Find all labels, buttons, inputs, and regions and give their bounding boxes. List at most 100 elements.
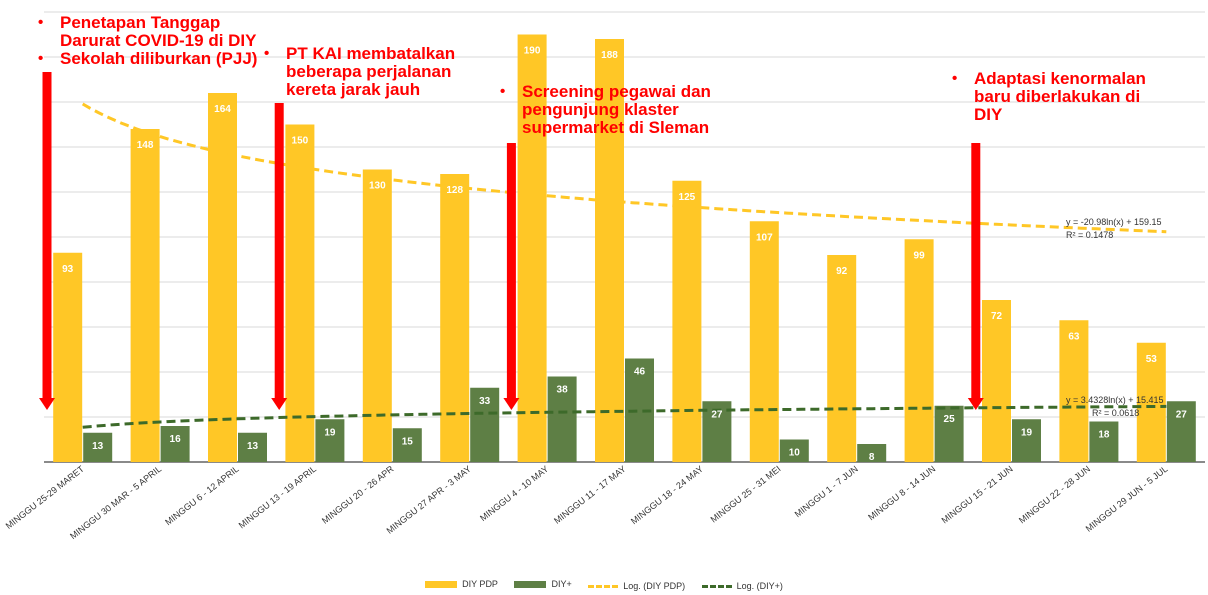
gridlines: [44, 11, 1205, 463]
legend-positive: DIY+: [514, 579, 572, 589]
trendline-pdp: [81, 102, 1167, 234]
x-tick-label: MINGGU 6 - 12 APRIL: [163, 464, 240, 528]
annotation-screening-line: Screening pegawai dan pengunjung klaster…: [500, 83, 720, 137]
event-arrow: [39, 72, 55, 410]
data-label-positive: 15: [402, 436, 414, 447]
data-label-positive: 13: [92, 441, 104, 452]
annotation-emergency: Penetapan Tanggap Darurat COVID-19 di DI…: [38, 14, 278, 69]
trend-pdp-r2: R² = 0.1478: [1066, 230, 1113, 240]
data-label-pdp: 148: [137, 140, 154, 151]
data-label-positive: 16: [170, 434, 182, 445]
data-label-positive: 25: [944, 414, 956, 425]
bar-positive: [857, 444, 887, 462]
data-label-positive: 27: [1176, 409, 1188, 420]
bar-pdp: [130, 129, 160, 462]
bar-pdp: [1136, 342, 1166, 462]
data-label-positive: 33: [479, 396, 491, 407]
data-label-pdp: 92: [836, 266, 848, 277]
bar-pdp: [440, 174, 470, 462]
data-label-positive: 8: [869, 452, 875, 463]
trendline-equations: y = -20.98ln(x) + 159.15 R² = 0.1478 y =…: [1066, 217, 1164, 418]
legend-pdp: DIY PDP: [425, 579, 498, 589]
bar-positive: [392, 428, 422, 462]
bar-pdp: [749, 221, 779, 462]
x-tick-label: MINGGU 13 - 19 APRIL: [237, 464, 318, 531]
legend-trend-pdp: Log. (DIY PDP): [588, 581, 685, 591]
annotation-emergency-line-2: Sekolah diliburkan (PJJ): [38, 50, 278, 69]
bar-positive: [238, 432, 267, 462]
bar-positive: [83, 432, 113, 462]
data-label-pdp: 53: [1146, 354, 1158, 365]
bar-pdp: [982, 300, 1011, 462]
data-label-pdp: 93: [62, 264, 74, 275]
legend-trend-pdp-label: Log. (DIY PDP): [623, 581, 686, 591]
data-labels: 9313148161641315019130151283319038188461…: [62, 46, 1187, 464]
trend-pdp-equation: y = -20.98ln(x) + 159.15: [1066, 217, 1162, 227]
data-label-positive: 46: [634, 367, 646, 378]
annotation-kai-line: PT KAI membatalkan beberapa perjalanan k…: [264, 45, 464, 99]
bar-positive: [470, 387, 500, 462]
data-label-positive: 13: [247, 441, 259, 452]
data-label-pdp: 130: [369, 181, 386, 192]
x-tick-label: MINGGU 8 - 14 JUN: [866, 464, 937, 523]
event-arrow-head: [39, 398, 55, 410]
annotation-emergency-line-1: Penetapan Tanggap Darurat COVID-19 di DI…: [38, 14, 278, 50]
trend-pos-r2: R² = 0.0618: [1092, 408, 1139, 418]
x-tick-label: MINGGU 1 - 7 JUN: [793, 464, 860, 520]
legend: DIY PDP DIY+ Log. (DIY PDP) Log. (DIY+): [0, 579, 1208, 591]
trend-pos-equation: y = 3.4328ln(x) + 15.415: [1066, 395, 1164, 405]
bar-pdp: [672, 180, 702, 462]
data-label-pdp: 125: [679, 192, 696, 203]
data-label-pdp: 190: [524, 46, 541, 57]
x-tick-label: MINGGU 29 JUN - 5 JUL: [1084, 464, 1170, 534]
data-label-positive: 18: [1098, 430, 1110, 441]
legend-pdp-swatch: [425, 580, 458, 588]
bar-positive: [547, 376, 577, 462]
bar-series: [53, 34, 1196, 462]
data-label-pdp: 188: [601, 50, 618, 61]
legend-positive-label: DIY+: [551, 579, 572, 589]
x-tick-label: MINGGU 22 - 28 JUN: [1017, 464, 1092, 526]
annotation-new-normal-line: Adaptasi kenormalan baru diberlakukan di…: [952, 70, 1152, 124]
event-arrow-head: [503, 398, 520, 410]
bar-positive: [1166, 401, 1196, 462]
bar-pdp: [362, 169, 392, 462]
event-arrow-shaft: [42, 72, 52, 398]
data-label-pdp: 164: [214, 104, 231, 115]
bar-positive: [1012, 419, 1041, 462]
legend-trend-pdp-swatch: [588, 584, 619, 588]
x-tick-label: MINGGU 11 - 17 MAY: [552, 464, 628, 526]
event-arrow-head: [271, 398, 288, 410]
annotation-kai: PT KAI membatalkan beberapa perjalanan k…: [264, 45, 464, 99]
bar-positive: [160, 426, 190, 462]
event-arrow-head: [967, 398, 984, 410]
data-label-pdp: 99: [914, 250, 926, 261]
data-label-positive: 38: [557, 385, 569, 396]
legend-positive-swatch: [514, 580, 547, 588]
event-arrow-shaft: [971, 143, 981, 398]
bar-positive: [934, 405, 964, 462]
bar-positive: [779, 439, 809, 462]
x-tick-label: MINGGU 18 - 24 MAY: [629, 464, 705, 527]
x-tick-label: MINGGU 4 - 10 MAY: [478, 464, 550, 524]
x-tick-label: MINGGU 20 - 26 APR: [320, 463, 396, 525]
event-arrow-shaft: [506, 143, 516, 398]
bar-pdp: [285, 124, 315, 462]
data-label-pdp: 107: [756, 232, 773, 243]
event-arrow: [503, 143, 520, 410]
x-tick-label: MINGGU 15 - 21 JUN: [940, 464, 1015, 526]
annotation-new-normal: Adaptasi kenormalan baru diberlakukan di…: [952, 70, 1152, 124]
bar-pdp: [1059, 320, 1089, 462]
data-label-pdp: 72: [991, 311, 1003, 322]
legend-trend-positive: Log. (DIY+): [701, 581, 783, 591]
bar-pdp: [827, 255, 857, 462]
bar-pdp: [208, 93, 237, 462]
data-label-pdp: 63: [1068, 331, 1080, 342]
event-arrow: [967, 143, 984, 410]
x-tick-label: MINGGU 25-29 MARET: [4, 463, 87, 531]
data-label-positive: 19: [1021, 427, 1033, 438]
event-arrows: [39, 72, 984, 410]
chart-canvas: 9313148161641315019130151283319038188461…: [4, 11, 1205, 541]
annotation-screening: Screening pegawai dan pengunjung klaster…: [500, 83, 720, 137]
x-tick-label: MINGGU 30 MAR - 5 APRIL: [68, 464, 163, 541]
